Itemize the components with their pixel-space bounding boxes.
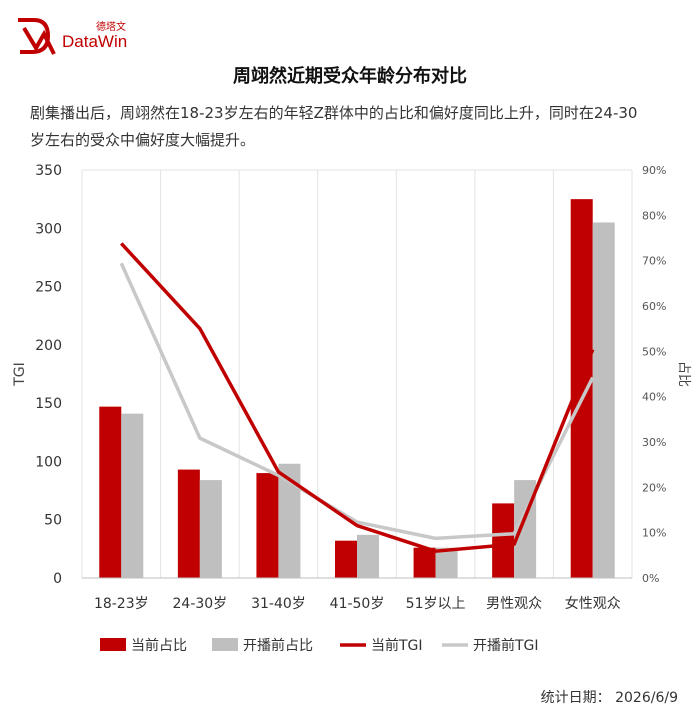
x-tick-label: 31-40岁 [251,596,306,612]
y2-tick-label: 80% [642,209,666,222]
y-tick-label: 50 [44,513,62,529]
x-tick-label: 41-50岁 [330,596,385,612]
y-axis-title: TGI [12,362,28,387]
y2-tick-label: 50% [642,345,666,358]
y-tick-label: 100 [35,454,62,470]
x-tick-label: 18-23岁 [94,596,149,612]
bar-current-share [335,540,357,578]
y-tick-label: 350 [35,163,62,179]
y2-tick-label: 40% [642,391,666,404]
legend-swatch [100,638,126,651]
line-current-tgi [119,242,595,553]
bar-current-share [413,547,436,578]
x-tick-label: 24-30岁 [173,596,228,612]
y2-tick-label: 20% [642,481,666,494]
y2-tick-label: 30% [642,436,666,449]
datawin-logo-icon [18,18,56,55]
x-tick-label: 女性观众 [565,595,621,612]
y-tick-label: 0 [53,571,62,587]
bar-current-share [177,469,200,578]
y-tick-label: 200 [35,338,62,354]
bar-pre-share [357,534,379,578]
x-tick-label: 51岁以上 [406,596,466,612]
chart-title: 周翊然近期受众年龄分布对比 [233,66,467,87]
line-pre-tgi [119,262,595,541]
legend-label: 当前占比 [131,637,187,654]
legend-label: 当前TGI [371,637,423,654]
x-tick-label: 男性观众 [486,596,542,612]
y2-axis-title: 占比 [676,361,691,387]
brand-logo [14,14,154,58]
bar-current-share [99,406,122,578]
stat-date: 统计日期： 2026/6/9 [540,690,678,706]
bar-pre-share [592,222,615,578]
y2-tick-label: 60% [642,300,666,313]
y2-tick-label: 70% [642,255,666,268]
y-tick-label: 250 [35,280,62,296]
y-tick-label: 300 [35,221,62,237]
bar-pre-share [121,413,144,578]
bar-current-share [256,473,279,578]
y2-tick-label: 90% [642,164,666,177]
legend-label: 开播前TGI [473,637,539,654]
bar-pre-share [435,547,458,578]
y2-tick-label: 10% [642,527,666,540]
y-tick-label: 150 [35,396,62,412]
chart-description: 剧集播出后，周翊然在18-23岁左右的年轻Z群体中的占比和偏好度同比上升，同时在… [30,104,638,149]
bar-pre-share [199,480,222,578]
brand-name: DataWin [62,32,128,51]
brand-cn-name: 德塔文 [96,22,126,33]
bar-current-share [570,199,593,578]
bar-current-share [492,503,515,578]
bar-pre-share [278,463,301,578]
legend-swatch [212,638,238,651]
legend-label: 开播前占比 [243,637,313,654]
y2-tick-label: 0% [642,572,659,585]
